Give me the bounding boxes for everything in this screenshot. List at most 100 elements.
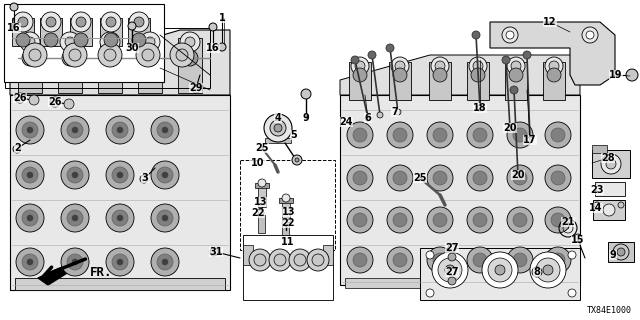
Circle shape bbox=[551, 128, 565, 142]
Circle shape bbox=[61, 161, 89, 189]
Circle shape bbox=[145, 37, 155, 47]
Circle shape bbox=[18, 17, 28, 27]
Circle shape bbox=[192, 85, 200, 93]
Circle shape bbox=[473, 171, 487, 185]
Circle shape bbox=[117, 127, 123, 133]
Circle shape bbox=[435, 61, 445, 71]
Circle shape bbox=[469, 57, 487, 75]
Bar bbox=[349, 62, 371, 100]
Text: 7: 7 bbox=[392, 107, 398, 117]
Bar bbox=[255, 183, 269, 188]
Circle shape bbox=[387, 165, 413, 191]
Circle shape bbox=[269, 249, 291, 271]
Text: 27: 27 bbox=[445, 267, 459, 277]
Circle shape bbox=[509, 68, 523, 82]
Circle shape bbox=[545, 247, 571, 273]
Circle shape bbox=[136, 43, 160, 67]
Circle shape bbox=[117, 172, 123, 178]
Circle shape bbox=[67, 254, 83, 270]
Circle shape bbox=[67, 167, 83, 183]
Circle shape bbox=[74, 33, 88, 47]
Circle shape bbox=[438, 258, 462, 282]
Circle shape bbox=[60, 32, 80, 52]
Text: 23: 23 bbox=[590, 185, 604, 195]
Circle shape bbox=[613, 244, 629, 260]
Circle shape bbox=[477, 105, 483, 111]
Circle shape bbox=[426, 251, 434, 259]
Circle shape bbox=[432, 252, 468, 288]
Circle shape bbox=[353, 68, 367, 82]
Circle shape bbox=[472, 31, 480, 39]
Circle shape bbox=[270, 120, 286, 136]
Text: 30: 30 bbox=[125, 43, 139, 53]
Circle shape bbox=[568, 289, 576, 297]
Circle shape bbox=[471, 68, 485, 82]
Circle shape bbox=[151, 248, 179, 276]
Circle shape bbox=[22, 254, 38, 270]
Circle shape bbox=[513, 128, 527, 142]
Circle shape bbox=[10, 3, 18, 11]
Circle shape bbox=[258, 210, 264, 216]
Bar bbox=[4, 4, 164, 82]
Circle shape bbox=[13, 145, 21, 153]
Circle shape bbox=[551, 213, 565, 227]
Circle shape bbox=[448, 277, 456, 285]
Circle shape bbox=[347, 165, 373, 191]
Text: 15: 15 bbox=[572, 235, 585, 245]
Text: 24: 24 bbox=[339, 117, 353, 127]
Circle shape bbox=[134, 17, 144, 27]
Text: 14: 14 bbox=[589, 203, 603, 213]
Circle shape bbox=[586, 31, 594, 39]
Circle shape bbox=[151, 161, 179, 189]
Circle shape bbox=[50, 97, 60, 107]
Circle shape bbox=[445, 265, 455, 275]
Bar bbox=[389, 62, 411, 100]
Circle shape bbox=[72, 259, 78, 265]
Circle shape bbox=[22, 167, 38, 183]
Circle shape bbox=[353, 128, 367, 142]
Circle shape bbox=[98, 43, 122, 67]
Circle shape bbox=[13, 12, 33, 32]
Circle shape bbox=[274, 124, 282, 132]
Circle shape bbox=[433, 68, 447, 82]
Circle shape bbox=[387, 247, 413, 273]
Circle shape bbox=[162, 259, 168, 265]
Circle shape bbox=[606, 159, 616, 169]
Bar bbox=[12, 18, 34, 46]
Circle shape bbox=[29, 49, 41, 61]
Circle shape bbox=[151, 116, 179, 144]
Text: 6: 6 bbox=[365, 113, 371, 123]
Circle shape bbox=[117, 259, 123, 265]
Circle shape bbox=[502, 27, 518, 43]
Bar bbox=[58, 38, 82, 93]
Circle shape bbox=[507, 207, 533, 233]
Text: 31: 31 bbox=[209, 247, 223, 257]
Circle shape bbox=[513, 171, 527, 185]
Bar bbox=[279, 198, 293, 203]
Circle shape bbox=[292, 155, 302, 165]
Circle shape bbox=[274, 254, 286, 266]
Circle shape bbox=[307, 249, 329, 271]
Circle shape bbox=[574, 234, 582, 242]
Circle shape bbox=[264, 114, 292, 142]
Text: 4: 4 bbox=[275, 113, 282, 123]
Circle shape bbox=[63, 43, 87, 67]
Bar bbox=[282, 225, 289, 243]
Circle shape bbox=[347, 122, 373, 148]
Circle shape bbox=[106, 204, 134, 232]
Circle shape bbox=[523, 51, 531, 59]
Circle shape bbox=[294, 254, 306, 266]
Circle shape bbox=[105, 37, 115, 47]
Bar bbox=[592, 150, 630, 178]
Circle shape bbox=[473, 61, 483, 71]
Text: 19: 19 bbox=[609, 70, 623, 80]
Polygon shape bbox=[420, 248, 580, 300]
Polygon shape bbox=[10, 30, 230, 95]
Circle shape bbox=[180, 32, 200, 52]
Bar bbox=[258, 185, 266, 207]
Circle shape bbox=[22, 210, 38, 226]
Circle shape bbox=[72, 172, 78, 178]
Circle shape bbox=[495, 265, 505, 275]
Circle shape bbox=[61, 204, 89, 232]
Circle shape bbox=[347, 207, 373, 233]
